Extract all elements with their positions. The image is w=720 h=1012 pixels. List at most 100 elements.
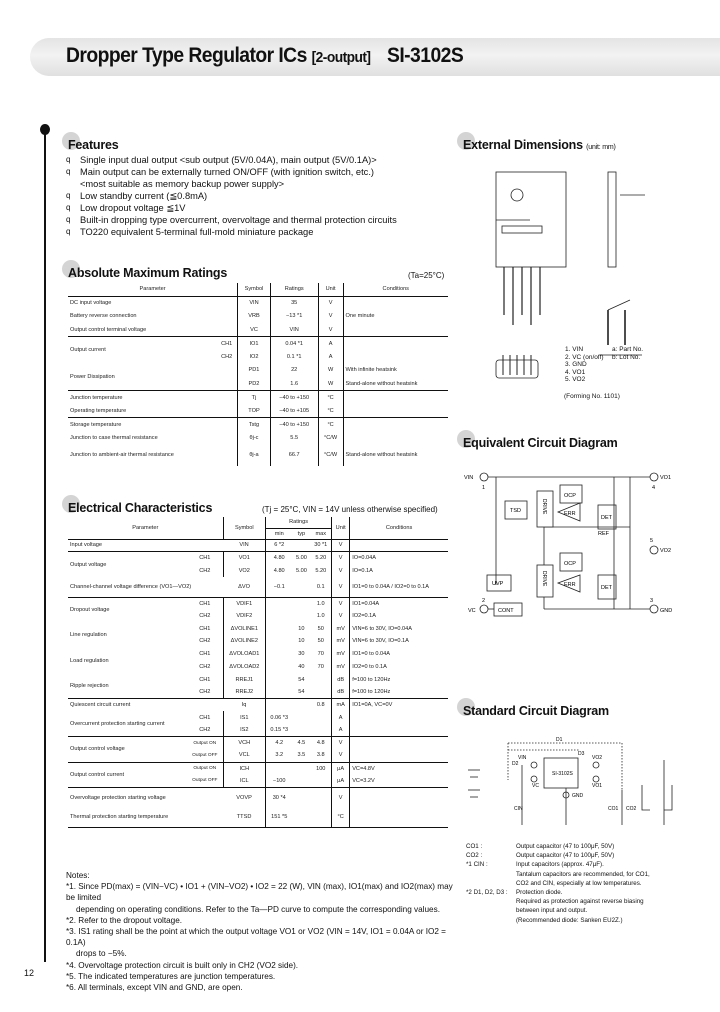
- pin-number: 2: [482, 598, 485, 604]
- parameter: Storage temperature: [68, 417, 217, 431]
- max: 50: [310, 622, 333, 636]
- parameter: Input voltage: [70, 542, 103, 549]
- table-row: Power Dissipation PD1 22 W With infinite hea…: [68, 363, 448, 380]
- unit: dB: [331, 673, 351, 686]
- symbol: ΔVOLINE2: [223, 635, 267, 648]
- table-row: Storage temperature Tstg −40 to +150 °C: [68, 417, 448, 431]
- symbol: VIN: [223, 539, 267, 552]
- feature-text: TO220 equivalent 5-terminal full-mold mi…: [80, 227, 314, 237]
- elec-table: Parameter Symbol Ratings Unit Conditions min t…: [68, 517, 448, 828]
- max: [310, 786, 333, 808]
- legend-row: Tantalum capacitors are recommended, for…: [466, 870, 716, 879]
- symbol: IO2: [237, 350, 271, 364]
- symbol: VO1: [223, 551, 267, 565]
- column-header: Conditions: [343, 283, 448, 297]
- legend-key: *2 D1, D2, D3 :: [466, 889, 508, 897]
- mark-a: a: Part No.: [612, 346, 644, 353]
- title-subtitle: [2-output]: [311, 49, 371, 66]
- table-row: Line regulation CH1 ΔVOLINE1 10 50 mV VIN=6 to…: [68, 622, 448, 638]
- typ: 40: [298, 663, 305, 670]
- bullet-icon: q: [66, 203, 71, 212]
- legend-text: Tantalum capacitors are recommended, for…: [516, 870, 650, 878]
- symbol: Iq: [223, 698, 267, 712]
- symbol: RREJ1: [223, 673, 267, 686]
- symbol: ΔVOLINE1: [223, 622, 267, 636]
- table-subheader: min typ max: [68, 528, 448, 540]
- typ: [292, 698, 311, 712]
- max: 5.20: [310, 564, 333, 578]
- column-header: Symbol: [237, 283, 271, 297]
- legend-row: Required as protection against reverse b…: [466, 897, 716, 906]
- table-header: Parameter Symbol Ratings Unit Conditions: [68, 283, 448, 297]
- cond: [343, 390, 448, 404]
- typ: 30: [298, 651, 305, 658]
- symbol: VCH: [223, 736, 267, 750]
- table-row: Thermal protection starting temperature T…: [68, 807, 448, 828]
- unit: A: [318, 350, 344, 364]
- note-line: *3. IS1 rating shall be the point at whi…: [66, 927, 446, 948]
- typ: 10: [298, 638, 305, 645]
- channel: [216, 444, 239, 466]
- cond: [349, 736, 448, 750]
- cond: [343, 417, 448, 431]
- notes-heading: Notes:: [66, 871, 90, 880]
- typ: [292, 610, 310, 623]
- table-row: Input voltage VIN 6 *2 30 *1 V: [68, 539, 448, 552]
- parameter: Output control terminal voltage: [70, 326, 147, 333]
- label-co1: CO1: [608, 806, 619, 812]
- min: 4.80: [265, 551, 293, 565]
- parameter: Load regulation: [70, 657, 109, 664]
- page-title: Dropper Type Regulator ICs [2-output] SI-…: [66, 44, 464, 68]
- table-row: Output current CH1 IO1 0.04 *1 A: [68, 336, 448, 364]
- note-line: *5. The indicated temperatures are junct…: [66, 971, 276, 981]
- marking-list: a: Part No. b: Lot No.: [612, 346, 643, 361]
- symbol: PD2: [237, 377, 271, 391]
- min: 4.80: [273, 567, 285, 574]
- label-co2: CO2: [626, 806, 637, 812]
- max: 4.8: [310, 736, 333, 750]
- label-vo1: VO1: [592, 783, 602, 789]
- typ: [292, 577, 310, 597]
- symbol: ΔVOLOAD2: [223, 660, 267, 674]
- legend-row: CO2 : Output capacitor (47 to 100μF, 50V): [466, 851, 716, 860]
- max: 100: [310, 761, 333, 775]
- table-row: Output control current Output ON ICH 100 μA V…: [68, 761, 448, 788]
- table-row: Quiescent circuit current Iq 0.8 mA IO1=0A, …: [68, 698, 448, 712]
- symbol: VRB: [237, 309, 271, 323]
- standard-circuit: SI-3102S GND VIN VC VO2 VO1 D1 D2 D3 CIN CO1 CO…: [468, 737, 673, 825]
- feature-item: q Single input dual output <sub output (5…: [66, 154, 397, 166]
- label-vin: VIN: [518, 755, 527, 761]
- min: [266, 622, 293, 635]
- rating: 66.7: [270, 444, 319, 466]
- bullet-icon: q: [66, 227, 71, 236]
- symbol: Tstg: [237, 417, 271, 431]
- channel: CH1: [187, 647, 224, 661]
- rating: 22: [270, 363, 319, 377]
- table-row: Junction to ambient-air thermal resistan…: [68, 444, 448, 466]
- bullet-icon: q: [66, 191, 71, 200]
- table-row: Output control terminal voltage VC VIN V: [68, 323, 448, 337]
- parameter: Junction temperature: [68, 390, 217, 404]
- min: 30 *4: [265, 786, 293, 808]
- cond: [343, 323, 448, 337]
- note-line: *2. Refer to the dropout voltage.: [66, 915, 183, 925]
- parameter: Channel-channel voltage difference (VO1—…: [70, 583, 192, 590]
- table-row: Output OFF ICL −100 μA VC=3.2V: [68, 774, 448, 788]
- parameter: Output current: [68, 336, 217, 364]
- unit: A: [331, 723, 351, 737]
- pin-number: 4: [652, 485, 655, 491]
- channel: CH1: [187, 711, 224, 724]
- parameter: Dropout voltage: [68, 596, 188, 623]
- cond: VC=3.2V: [352, 777, 375, 784]
- page-number: 12: [24, 968, 35, 978]
- pin-label: 3. GND: [565, 361, 587, 369]
- cond: VC=4.8V: [349, 761, 448, 775]
- column-header: typ: [292, 528, 311, 540]
- unit: A: [331, 711, 351, 724]
- unit: V: [331, 564, 351, 578]
- table-row: CH2 VDIF2 1.0 V IO2=0.1A: [68, 609, 448, 623]
- table-row: Output OFF VCL 3.2 3.5 3.8 V: [68, 749, 448, 762]
- cond: Stand-alone without heatsink: [345, 452, 418, 458]
- legend-key: *1 CIN :: [466, 861, 488, 869]
- cond: [350, 749, 448, 762]
